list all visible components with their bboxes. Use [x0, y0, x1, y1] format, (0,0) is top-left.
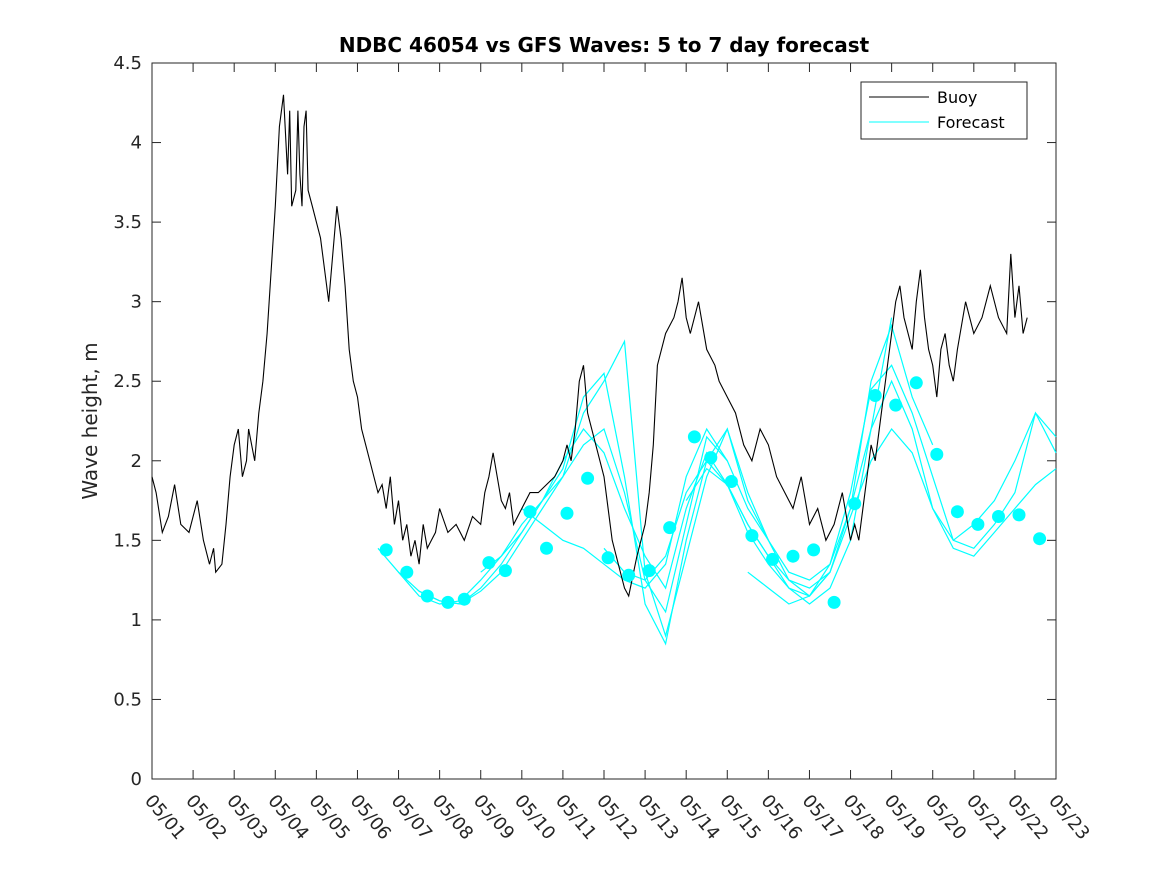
y-axis-label: Wave height, m: [78, 342, 102, 499]
x-tick-label: 05/07: [387, 791, 436, 844]
x-tick-label: 05/09: [469, 791, 518, 844]
forecast-marker: [807, 543, 821, 557]
x-tick-label: 05/17: [798, 791, 847, 844]
forecast-marker: [766, 552, 779, 566]
data-layer: [151, 94, 1057, 646]
forecast-marker: [420, 589, 434, 603]
forecast-line-4: [480, 317, 893, 605]
forecast-marker: [457, 592, 471, 606]
x-tick-label: 05/02: [181, 791, 230, 844]
x-tick-label: 05/21: [962, 791, 1011, 844]
x-tick-label: 05/01: [140, 791, 189, 844]
x-tick-label: 05/22: [1003, 791, 1052, 844]
x-tick-label: 05/14: [674, 791, 723, 844]
x-tick-label: 05/19: [880, 791, 929, 844]
legend-forecast-label: Forecast: [937, 113, 1005, 132]
x-tick-label: 05/23: [1044, 791, 1093, 844]
x-tick-label: 05/15: [715, 791, 764, 844]
x-tick-label: 05/12: [592, 791, 641, 844]
forecast-marker: [663, 521, 677, 535]
forecast-marker: [687, 430, 701, 444]
x-tick-label: 05/10: [510, 791, 559, 844]
forecast-marker: [724, 475, 738, 488]
x-tick-label: 05/13: [633, 791, 682, 844]
forecast-line-3: [418, 339, 831, 638]
forecast-marker: [909, 376, 923, 390]
x-tick-label: 05/06: [346, 791, 395, 844]
legend-buoy-label: Buoy: [937, 88, 977, 107]
buoy-line: [151, 94, 1028, 598]
y-tick-label: 2.5: [113, 371, 142, 392]
legend: Buoy Forecast: [860, 81, 1028, 140]
x-tick-label: 05/11: [551, 791, 600, 844]
chart-title: NDBC 46054 vs GFS Waves: 5 to 7 day fore…: [339, 33, 870, 57]
forecast-line-7: [685, 428, 1057, 589]
forecast-marker: [400, 565, 414, 579]
y-tick-label: 1.5: [113, 530, 142, 551]
forecast-marker: [498, 564, 512, 578]
forecast-marker: [971, 517, 985, 531]
forecast-marker: [930, 447, 944, 461]
forecast-marker: [482, 556, 496, 570]
legend-box: [860, 81, 1028, 140]
forecast-marker: [950, 505, 964, 519]
forecast-marker: [523, 505, 537, 519]
y-tick-label: 3: [131, 292, 142, 313]
y-tick-label: 4.5: [113, 53, 142, 74]
forecast-marker: [827, 595, 841, 609]
y-tick-label: 3.5: [113, 212, 142, 233]
x-tick-label: 05/04: [263, 791, 312, 844]
forecast-line-6: [603, 364, 1057, 597]
x-tick-label: 05/16: [757, 791, 806, 844]
x-tick-label: 05/03: [222, 791, 271, 844]
forecast-marker: [1033, 532, 1047, 546]
x-tick-label: 05/05: [305, 791, 354, 844]
forecast-marker: [441, 595, 455, 609]
forecast-marker: [745, 529, 759, 543]
forecast-marker: [601, 551, 615, 565]
forecast-marker: [540, 541, 553, 555]
y-tick-label: 0: [131, 769, 142, 790]
y-tick-label: 2: [131, 451, 142, 472]
forecast-marker: [848, 497, 862, 511]
forecast-marker: [379, 543, 393, 557]
forecast-line-1: [377, 428, 728, 614]
x-tick-label: 05/20: [921, 791, 970, 844]
forecast-marker: [581, 471, 595, 485]
y-tick-label: 0.5: [113, 689, 142, 710]
y-tick-label: 1: [131, 610, 142, 631]
forecast-marker: [622, 568, 636, 582]
x-tick-label: 05/08: [428, 791, 477, 844]
forecast-marker: [642, 564, 656, 578]
forecast-marker: [704, 451, 718, 465]
y-tick-label: 4: [131, 133, 142, 154]
forecast-marker: [889, 398, 903, 412]
forecast-marker: [868, 389, 882, 402]
forecast-marker: [560, 506, 574, 520]
forecast-marker: [992, 510, 1005, 523]
forecast-marker: [786, 549, 800, 563]
x-tick-label: 05/18: [839, 791, 888, 844]
forecast-marker: [1012, 508, 1026, 522]
